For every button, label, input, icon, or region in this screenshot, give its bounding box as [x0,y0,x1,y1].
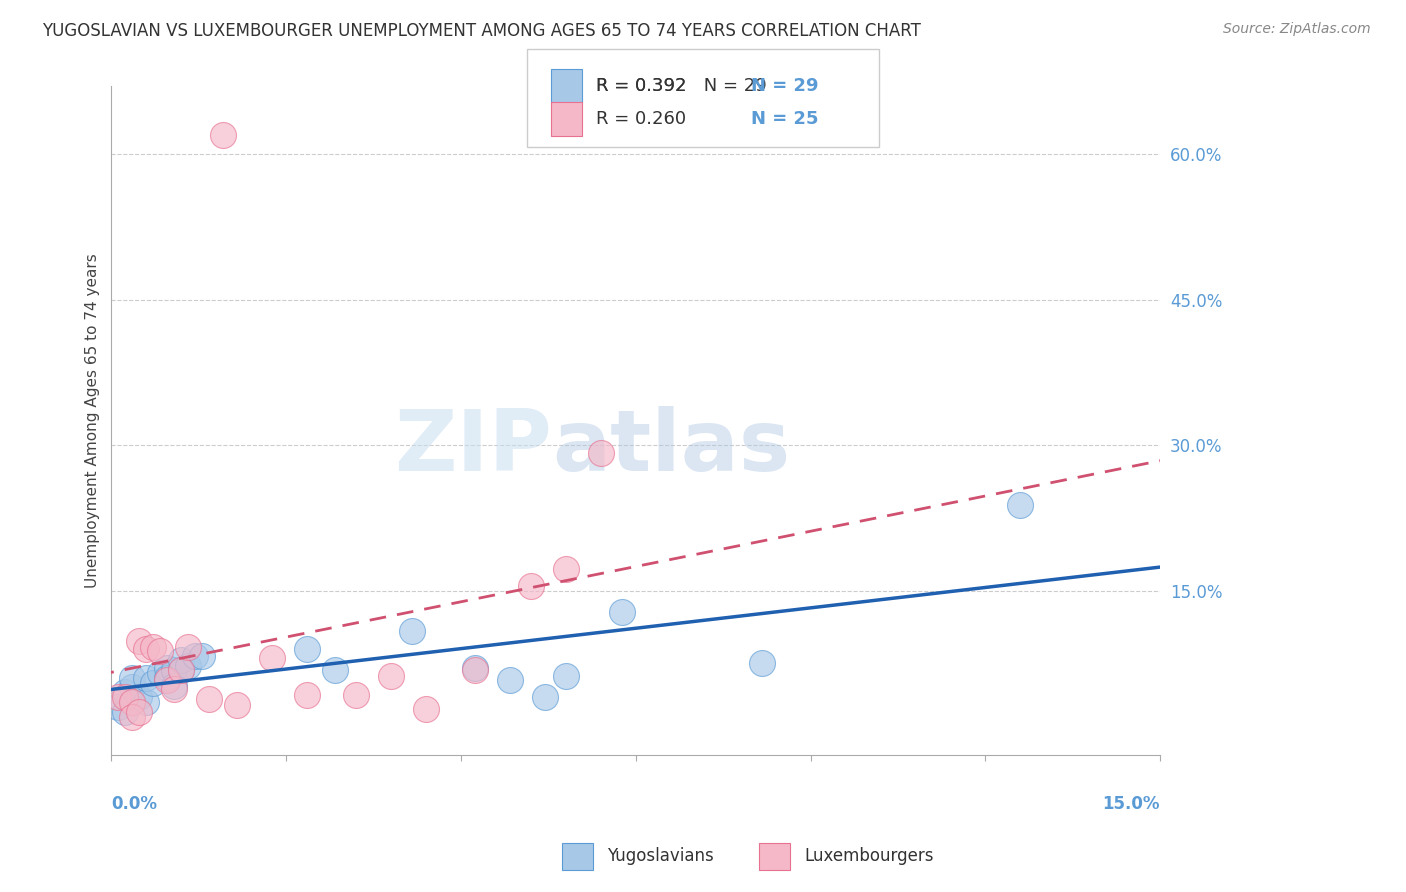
Point [163,663,186,677]
Point [121,681,143,695]
Text: Source: ZipAtlas.com: Source: ZipAtlas.com [1223,22,1371,37]
Point [121,709,143,723]
Text: Luxembourgers: Luxembourgers [804,847,934,865]
Point [107,690,129,705]
Point [128,705,150,719]
Point [121,671,143,685]
Point [177,640,200,654]
Point [142,640,165,654]
Point [226,698,249,712]
Point [499,673,522,687]
Text: Yugoslavians: Yugoslavians [607,847,714,865]
Point [163,682,186,697]
Point [114,685,136,699]
Point [170,663,193,677]
Point [415,702,437,716]
Point [212,128,235,142]
Point [751,657,773,671]
Point [554,562,576,576]
Point [156,673,179,687]
Point [191,649,214,664]
Point [156,671,179,685]
Point [177,659,200,673]
Point [1010,498,1032,512]
Point [114,690,136,705]
Point [128,690,150,705]
Point [142,675,165,690]
Text: R = 0.392   N = 29: R = 0.392 N = 29 [596,77,766,95]
Point [198,692,221,706]
Point [121,695,143,709]
Text: N = 25: N = 25 [751,110,818,128]
Point [107,699,129,714]
Text: R = 0.260: R = 0.260 [596,110,686,128]
Point [163,679,186,693]
Y-axis label: Unemployment Among Ages 65 to 74 years: Unemployment Among Ages 65 to 74 years [86,253,100,588]
Point [156,661,179,675]
Point [401,624,423,639]
Point [149,665,172,680]
Point [295,688,318,702]
Point [184,649,207,664]
Point [554,669,576,683]
Point [135,671,157,685]
Point [149,643,172,657]
Point [295,641,318,656]
Text: 15.0%: 15.0% [1102,796,1160,814]
Text: N = 29: N = 29 [751,77,818,95]
Text: R = 0.392: R = 0.392 [596,77,686,95]
Point [262,651,284,665]
Point [534,690,557,705]
Point [170,653,193,667]
Point [323,663,346,677]
Point [170,663,193,677]
Point [344,688,367,702]
Point [114,705,136,719]
Point [610,605,633,619]
Text: ZIP: ZIP [394,406,551,489]
Point [135,641,157,656]
Text: atlas: atlas [551,406,790,489]
Point [589,446,612,460]
Point [135,695,157,709]
Text: YUGOSLAVIAN VS LUXEMBOURGER UNEMPLOYMENT AMONG AGES 65 TO 74 YEARS CORRELATION C: YUGOSLAVIAN VS LUXEMBOURGER UNEMPLOYMENT… [42,22,921,40]
Point [520,579,543,593]
Text: 0.0%: 0.0% [111,796,157,814]
Point [464,663,486,677]
Point [380,669,402,683]
Point [128,634,150,648]
Point [464,661,486,675]
